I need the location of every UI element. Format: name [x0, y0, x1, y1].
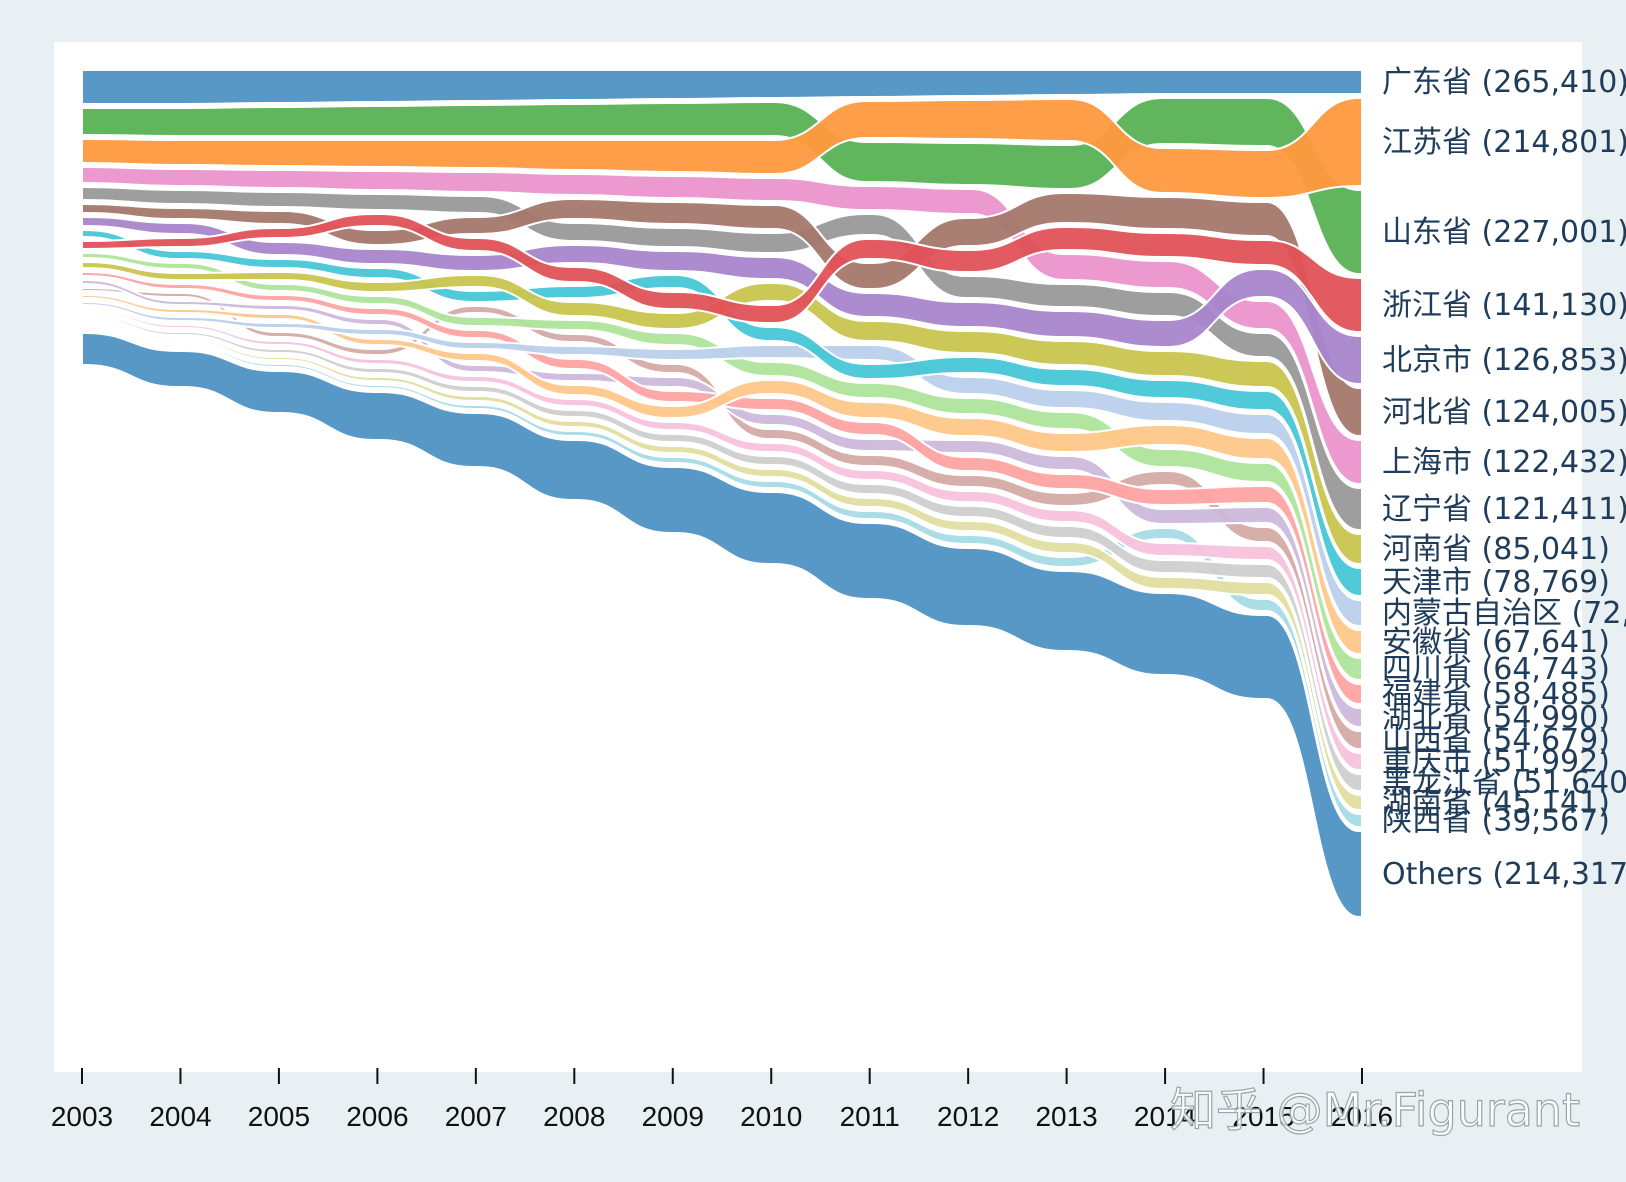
x-tick-label-2005: 2005	[248, 1101, 310, 1132]
band-others	[81, 332, 1363, 918]
x-tick-label-2015: 2015	[1232, 1101, 1294, 1132]
band-label-16: 重庆市 (51,992)	[1382, 745, 1610, 780]
band-layer	[81, 68, 1363, 918]
band-label-13: 福建省 (58,485)	[1382, 677, 1610, 712]
watermark-text: 知乎 @Mr.Figurant	[1170, 1083, 1580, 1137]
x-tick-label-2006: 2006	[346, 1101, 408, 1132]
x-tick-label-2011: 2011	[840, 1101, 900, 1132]
band-series-19	[81, 326, 1363, 828]
band-label-19: 陕西省 (39,567)	[1382, 804, 1610, 839]
band-series-8	[81, 261, 1363, 565]
x-tick-label-2013: 2013	[1035, 1101, 1097, 1132]
band-label-1: 山东省 (227,001)	[1382, 215, 1626, 250]
band-label-4: 北京市 (126,853)	[1382, 343, 1626, 378]
band-label-5: 河北省 (124,005)	[1382, 395, 1626, 430]
x-tick-label-2007: 2007	[445, 1101, 507, 1132]
band-series-16	[81, 308, 1363, 771]
x-tick-label-2012: 2012	[937, 1101, 999, 1132]
band-label-14: 湖北省 (54,990)	[1382, 701, 1610, 736]
band-series-1	[81, 96, 1363, 275]
band-series-2	[81, 97, 1363, 199]
band-series-11	[81, 294, 1363, 655]
band-label-6: 上海市 (122,432)	[1382, 445, 1626, 480]
band-series-4	[81, 216, 1363, 385]
x-tick-label-2003: 2003	[51, 1101, 113, 1132]
band-label-2: 江苏省 (214,801)	[1382, 125, 1626, 160]
x-tick-label-2009: 2009	[642, 1101, 704, 1132]
band-series-3	[81, 213, 1363, 333]
band-label-12: 四川省 (64,743)	[1382, 652, 1610, 687]
band-label-18: 湖南省 (45,141)	[1382, 786, 1610, 821]
band-series-12	[81, 252, 1363, 681]
band-label-8: 河南省 (85,041)	[1382, 532, 1610, 567]
band-series-14	[81, 279, 1363, 728]
x-axis: 2003 2004 2005 2006 2007 2008 2009 2010 2011 2012…	[51, 1068, 1393, 1132]
x-tick-label-2004: 2004	[149, 1101, 211, 1132]
band-label-layer: 广东省 (265,410) 山东省 (227,001) 江苏省 (214,801) 浙…	[1382, 65, 1626, 892]
x-tick-label-2016: 2016	[1331, 1101, 1393, 1132]
band-series-18	[81, 320, 1363, 811]
band-label-9: 天津市 (78,769)	[1382, 565, 1610, 600]
band-label-0: 广东省 (265,410)	[1382, 65, 1626, 100]
band-series-10	[81, 301, 1363, 627]
x-tick-label-2010: 2010	[740, 1101, 802, 1132]
band-label-15: 山西省 (54,679)	[1382, 723, 1610, 758]
band-label-17: 黑龙江省 (51,640)	[1382, 766, 1626, 801]
band-label-10: 内蒙古自治区 (72,000)	[1382, 596, 1626, 631]
band-label-11: 安徽省 (67,641)	[1382, 625, 1610, 660]
x-tick-label-2008: 2008	[543, 1101, 605, 1132]
band-label-3: 浙江省 (141,130)	[1382, 288, 1626, 323]
band-series-17	[81, 314, 1363, 792]
x-tick-label-2014: 2014	[1134, 1101, 1196, 1132]
band-series-0	[81, 68, 1363, 106]
band-series-5	[81, 192, 1363, 437]
band-label-20: Others (214,317)	[1382, 857, 1626, 892]
band-series-6	[81, 166, 1363, 485]
band-label-7: 辽宁省 (121,411)	[1382, 492, 1626, 527]
